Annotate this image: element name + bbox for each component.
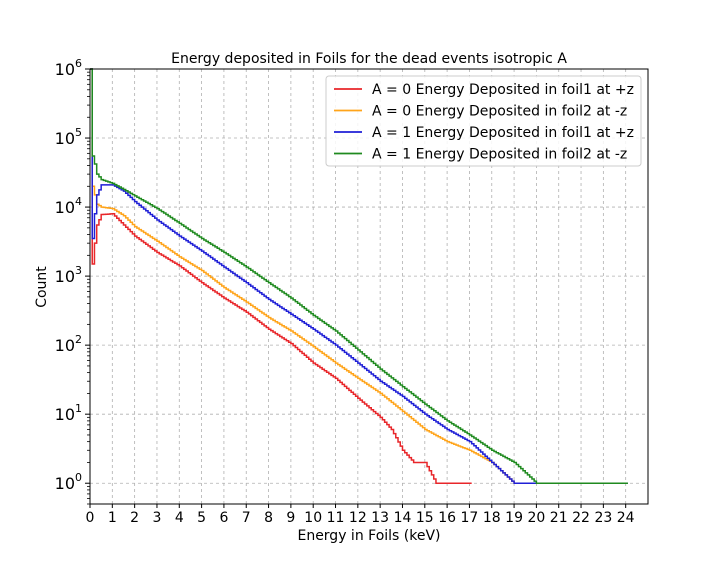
x-tick-label: 18 xyxy=(483,510,501,526)
x-tick-label: 12 xyxy=(349,510,367,526)
series-line-3 xyxy=(90,68,628,484)
x-tick-label: 10 xyxy=(304,510,322,526)
chart-title: Energy deposited in Foils for the dead e… xyxy=(171,51,567,67)
x-tick-label: 8 xyxy=(264,510,273,526)
series-layer xyxy=(90,68,628,484)
x-tick-label: 7 xyxy=(242,510,251,526)
x-tick-label: 22 xyxy=(572,510,590,526)
x-tick-label: 4 xyxy=(175,510,184,526)
x-tick-label: 9 xyxy=(286,510,295,526)
x-tick-label: 13 xyxy=(371,510,389,526)
x-axis-label: Energy in Foils (keV) xyxy=(297,528,440,544)
x-tick-label: 1 xyxy=(108,510,117,526)
x-tick-label: 15 xyxy=(416,510,434,526)
x-tick-label: 14 xyxy=(394,510,412,526)
x-tick-label: 6 xyxy=(219,510,228,526)
x-tick-label: 20 xyxy=(527,510,545,526)
x-tick-label: 3 xyxy=(152,510,161,526)
x-tick-label: 2 xyxy=(130,510,139,526)
legend-label-2: A = 1 Energy Deposited in foil1 at +z xyxy=(372,125,634,141)
y-tick-label: 106 xyxy=(55,57,82,79)
series-line-0 xyxy=(90,68,472,484)
legend: A = 0 Energy Deposited in foil1 at +z A =… xyxy=(325,75,642,167)
y-axis: 100 101 102 103 104 105 106 xyxy=(55,57,90,505)
y-tick-label: 102 xyxy=(55,333,82,355)
x-axis: 0 1 2 3 4 5 6 7 8 9 10 11 12 13 14 15 16 17 18 19 20 21 22 23 24 xyxy=(86,504,635,526)
x-tick-label: 23 xyxy=(594,510,612,526)
x-tick-label: 19 xyxy=(505,510,523,526)
legend-label-1: A = 0 Energy Deposited in foil2 at -z xyxy=(372,104,627,120)
y-tick-label: 101 xyxy=(55,402,82,424)
y-tick-label: 104 xyxy=(55,195,82,217)
x-tick-label: 11 xyxy=(327,510,345,526)
y-axis-label: Count xyxy=(34,266,50,308)
x-tick-label: 0 xyxy=(86,510,95,526)
x-tick-label: 17 xyxy=(461,510,479,526)
series-line-2 xyxy=(90,68,628,484)
y-tick-label: 105 xyxy=(55,126,82,148)
x-tick-label: 21 xyxy=(550,510,568,526)
legend-box xyxy=(325,75,642,167)
x-tick-label: 16 xyxy=(438,510,456,526)
legend-label-0: A = 0 Energy Deposited in foil1 at +z xyxy=(372,82,634,98)
y-tick-label: 100 xyxy=(55,471,82,493)
x-tick-label: 5 xyxy=(197,510,206,526)
y-tick-label: 103 xyxy=(55,264,82,286)
legend-label-3: A = 1 Energy Deposited in foil2 at -z xyxy=(372,147,627,163)
x-tick-label: 24 xyxy=(617,510,635,526)
